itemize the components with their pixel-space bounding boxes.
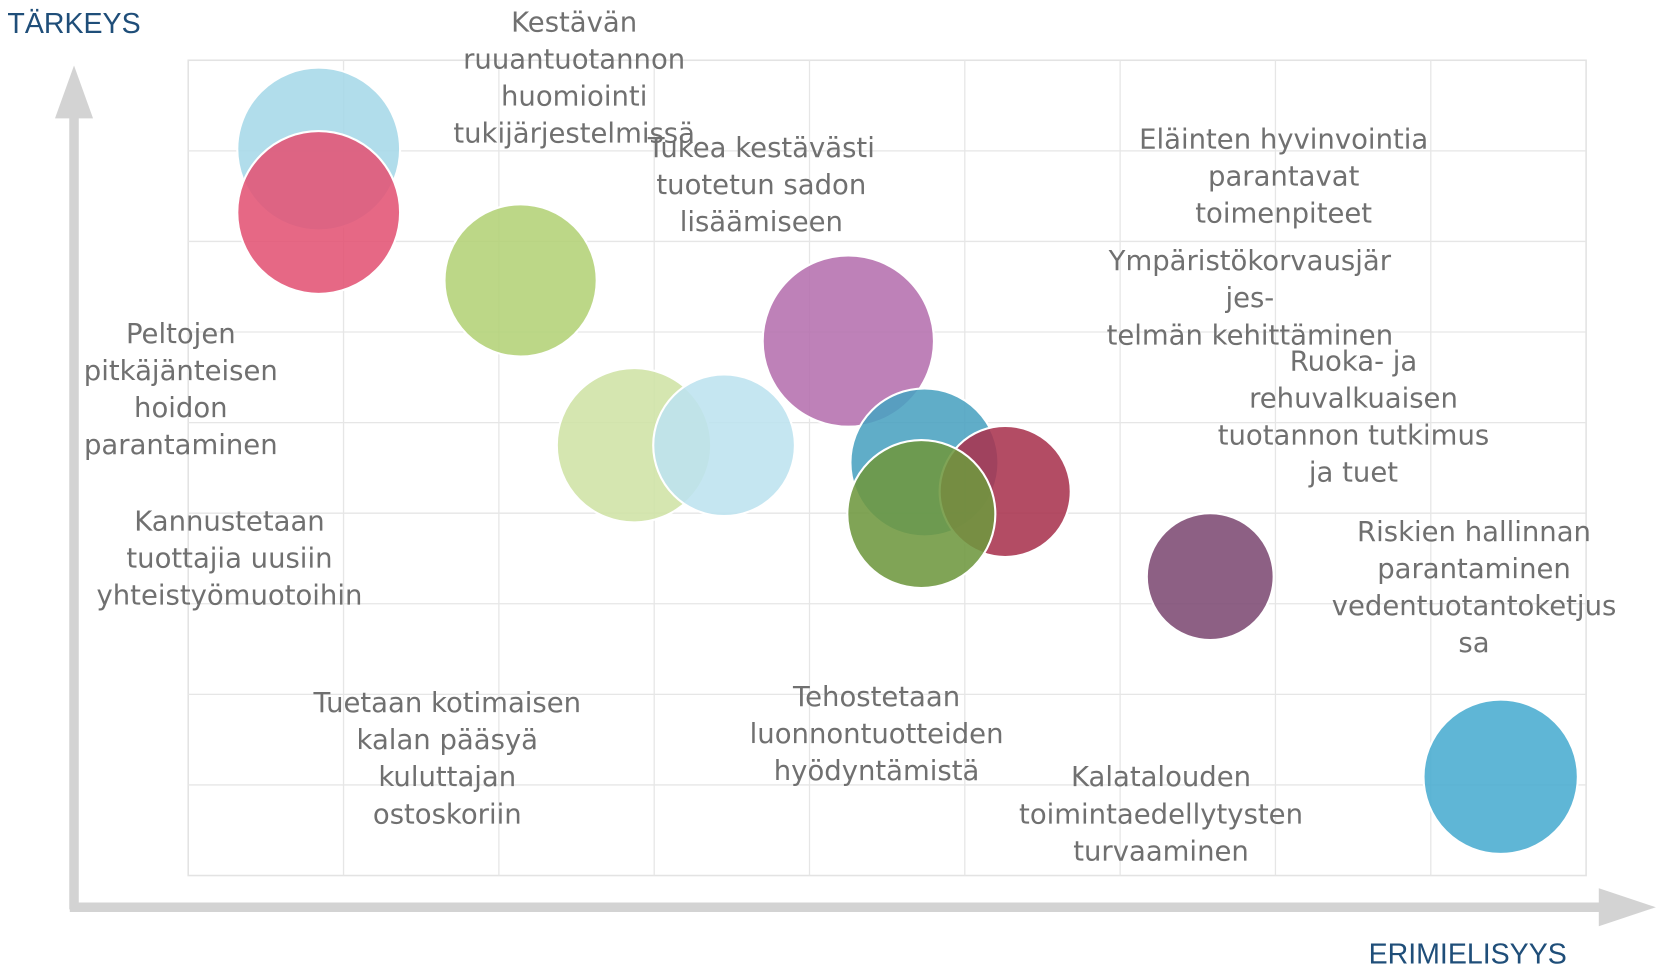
bubble: [652, 373, 796, 518]
annotation-line: Kestävän: [511, 6, 637, 38]
annotation-line: Kalatalouden: [1071, 761, 1251, 793]
annotation-line: Peltojen: [126, 318, 236, 350]
annotation-line: hoidon: [134, 392, 228, 424]
annotation-line: tuotannon tutkimus: [1218, 420, 1489, 452]
annotation-line: Eläinten hyvinvointia: [1139, 124, 1428, 156]
annotation-line: vedentuotantoketjus: [1332, 590, 1617, 622]
bubble: [443, 203, 598, 358]
annotation-line: tukijärjestelmissä: [453, 117, 695, 149]
annotation-line: ja tuet: [1308, 457, 1398, 489]
bubble: [1422, 698, 1579, 856]
x-axis-label: ERIMIELISYYS: [1369, 938, 1567, 969]
annotation-line: Ympäristökorvausjär: [1108, 245, 1392, 277]
plot-root: Kestävän ruuantuotannon huomiointi tukijärj…: [7, 6, 1656, 969]
annotation-line: Riskien hallinnan: [1357, 516, 1591, 548]
annotation-line: tuottajia uusiin: [126, 542, 332, 574]
annotation-line: lisäämiseen: [680, 206, 843, 238]
annotation-line: Kannustetaan: [134, 505, 325, 537]
annotation-line: ostoskoriin: [373, 798, 522, 830]
annotation-line: ruuantuotannon: [463, 43, 685, 75]
annotation-line: turvaaminen: [1073, 835, 1249, 867]
bubbles: [236, 66, 1579, 856]
y-axis-label: TÄRKEYS: [7, 8, 140, 40]
annotation-line: Tehostetaan: [792, 681, 960, 713]
annotation-line: hyödyntämistä: [774, 755, 980, 787]
annotation-line: pitkäjänteisen: [84, 355, 278, 387]
annotation-line: yhteistyömuotoihin: [97, 579, 363, 611]
annotation-line: kuluttajan: [378, 761, 516, 793]
x-arrowhead: [1598, 888, 1656, 927]
bubble: [846, 439, 997, 590]
annotation-line: parantaminen: [1377, 553, 1571, 585]
annotations: Kestävän ruuantuotannon huomiointi tukijärj…: [84, 6, 1617, 867]
annotation-line: tuotetun sadon: [656, 169, 866, 201]
annotation-line: Tukea kestävästi: [647, 132, 875, 164]
annotation-line: toimenpiteet: [1195, 198, 1372, 230]
annotation-line: telmän kehittäminen: [1107, 319, 1394, 351]
annotation-line: parantaminen: [84, 429, 278, 461]
annotation-line: kalan pääsyä: [357, 724, 538, 756]
annotation-line: jes-: [1224, 282, 1274, 314]
annotation-line: toimintaedellytysten: [1019, 798, 1303, 830]
plot-frame: [187, 59, 1587, 877]
annotation-line: Ruoka- ja: [1290, 346, 1418, 378]
annotation-line: sa: [1458, 627, 1489, 659]
bubble: [1145, 512, 1275, 642]
annotation-line: Tuetaan kotimaisen: [312, 687, 581, 719]
annotation-line: parantavat: [1208, 161, 1360, 193]
grid: [188, 60, 1587, 876]
y-arrowhead: [54, 65, 94, 119]
annotation-line: rehuvalkuaisen: [1249, 383, 1458, 415]
annotation-line: huomiointi: [501, 80, 647, 112]
bubble: [236, 129, 402, 295]
annotation-line: luonnontuotteiden: [750, 718, 1004, 750]
bubble: [761, 254, 936, 428]
